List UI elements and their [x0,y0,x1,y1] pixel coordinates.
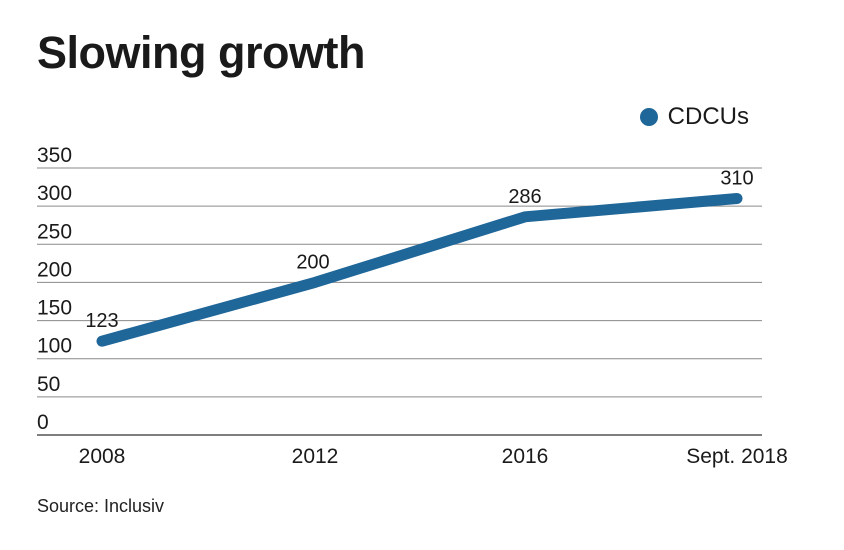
y-tick-label: 250 [37,220,72,243]
y-tick-label: 300 [37,182,72,205]
x-tick-label: 2016 [502,445,549,468]
gridlines [37,167,762,436]
y-tick-label: 150 [37,297,72,320]
series-lines [96,193,743,347]
y-tick-label: 50 [37,373,60,396]
series-line-cdcus [96,193,743,347]
y-tick-label: 350 [37,144,72,167]
legend-label: CDCUs [667,103,749,130]
x-tick-label: 2012 [292,445,339,468]
data-label: 200 [296,251,329,273]
data-label: 310 [720,168,753,190]
source-note: Source: Inclusiv [37,496,165,516]
y-tick-label: 100 [37,335,72,358]
chart-title: Slowing growth [37,27,365,78]
y-tick-labels: 0 50 100 150 200 250 300 350 [37,144,72,434]
y-tick-label: 0 [37,411,49,434]
x-tick-label: 2008 [79,445,126,468]
x-tick-labels: 2008 2012 2016 Sept. 2018 [79,445,788,468]
legend: CDCUs [639,103,749,131]
x-tick-label: Sept. 2018 [686,445,788,468]
data-label: 123 [85,310,118,332]
y-tick-label: 200 [37,258,72,281]
data-labels: 123 200 286 310 [85,168,753,333]
legend-marker [639,108,658,126]
data-label: 286 [508,186,541,208]
